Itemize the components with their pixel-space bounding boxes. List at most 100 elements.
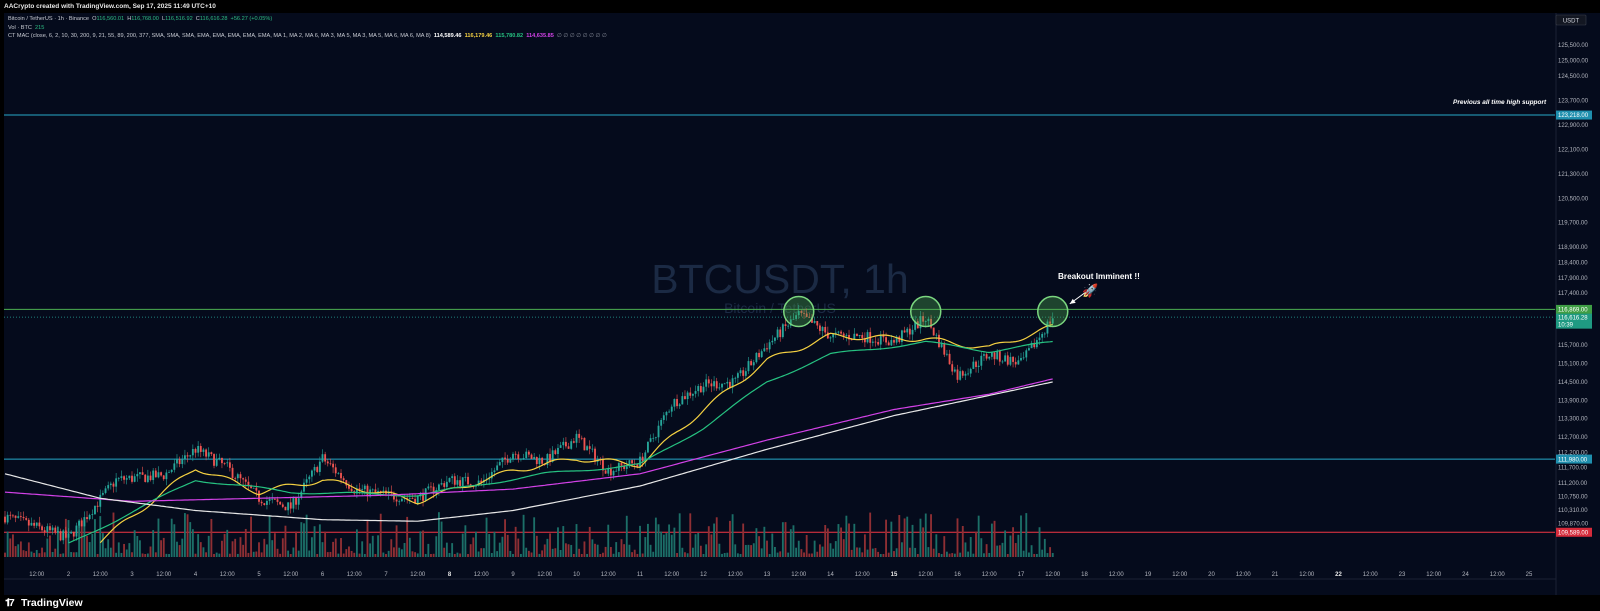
- candle[interactable]: [371, 489, 374, 491]
- candle[interactable]: [459, 480, 462, 486]
- candle[interactable]: [710, 383, 713, 387]
- candle[interactable]: [691, 393, 694, 396]
- candle[interactable]: [729, 381, 731, 388]
- candle[interactable]: [131, 475, 133, 482]
- candle[interactable]: [821, 327, 824, 331]
- candle[interactable]: [411, 497, 414, 499]
- candle[interactable]: [321, 454, 324, 462]
- candle[interactable]: [467, 476, 469, 485]
- candle[interactable]: [570, 441, 573, 449]
- candle[interactable]: [1051, 318, 1054, 324]
- candle[interactable]: [890, 340, 893, 346]
- candle[interactable]: [305, 479, 308, 483]
- candle[interactable]: [736, 373, 739, 378]
- candle[interactable]: [250, 485, 252, 489]
- candle[interactable]: [795, 315, 798, 319]
- candle[interactable]: [742, 370, 745, 376]
- candle[interactable]: [763, 348, 766, 352]
- candle[interactable]: [300, 491, 303, 499]
- candle[interactable]: [162, 475, 165, 480]
- candle[interactable]: [109, 483, 112, 486]
- candle[interactable]: [840, 331, 843, 334]
- candle[interactable]: [744, 371, 747, 376]
- candle[interactable]: [665, 412, 668, 416]
- candle[interactable]: [189, 455, 192, 457]
- candle[interactable]: [358, 488, 361, 491]
- candle[interactable]: [985, 354, 988, 359]
- candle[interactable]: [104, 488, 107, 493]
- candle[interactable]: [17, 516, 20, 518]
- candle[interactable]: [758, 352, 760, 358]
- candle[interactable]: [681, 396, 684, 405]
- candle[interactable]: [943, 343, 946, 355]
- candle[interactable]: [818, 325, 821, 331]
- candle[interactable]: [1033, 342, 1036, 348]
- candle[interactable]: [445, 481, 448, 487]
- candle[interactable]: [517, 454, 520, 460]
- candle[interactable]: [202, 449, 205, 452]
- candle[interactable]: [117, 477, 120, 479]
- candle[interactable]: [938, 334, 940, 348]
- candle[interactable]: [644, 452, 647, 462]
- candle[interactable]: [787, 325, 790, 327]
- candle[interactable]: [157, 472, 160, 478]
- candle[interactable]: [586, 446, 589, 451]
- candle[interactable]: [901, 330, 903, 342]
- candle[interactable]: [337, 472, 340, 474]
- candle[interactable]: [345, 480, 348, 486]
- candle[interactable]: [430, 486, 432, 488]
- candle[interactable]: [620, 462, 623, 466]
- candle[interactable]: [88, 514, 91, 520]
- candle[interactable]: [1030, 342, 1033, 349]
- candle[interactable]: [766, 348, 768, 350]
- candle[interactable]: [604, 470, 607, 474]
- candle[interactable]: [848, 334, 850, 340]
- candle[interactable]: [668, 411, 671, 413]
- candle[interactable]: [414, 498, 417, 504]
- candle[interactable]: [541, 457, 544, 464]
- candle[interactable]: [94, 505, 96, 515]
- candle[interactable]: [181, 459, 184, 465]
- candle[interactable]: [506, 459, 509, 463]
- candle[interactable]: [877, 341, 880, 345]
- candle[interactable]: [191, 449, 194, 456]
- candle[interactable]: [731, 378, 734, 388]
- candle[interactable]: [329, 463, 332, 465]
- candle[interactable]: [223, 463, 226, 464]
- candle[interactable]: [591, 448, 594, 450]
- candle[interactable]: [226, 462, 229, 464]
- candle[interactable]: [1004, 355, 1007, 362]
- candle[interactable]: [43, 530, 46, 532]
- candle[interactable]: [266, 500, 268, 505]
- candle[interactable]: [35, 522, 38, 526]
- candle[interactable]: [567, 446, 570, 449]
- candle[interactable]: [152, 470, 155, 481]
- resistance-test-circle[interactable]: [783, 295, 815, 328]
- candle[interactable]: [1020, 358, 1022, 361]
- candle[interactable]: [842, 333, 845, 336]
- candle[interactable]: [205, 449, 208, 457]
- candle[interactable]: [96, 505, 99, 507]
- candle[interactable]: [123, 476, 125, 480]
- candle[interactable]: [194, 449, 197, 453]
- candle[interactable]: [366, 485, 369, 497]
- candle[interactable]: [557, 447, 559, 454]
- mac-legend[interactable]: CT MAC (close, 6, 2, 10, 30, 200, 9, 21,…: [8, 33, 607, 39]
- candle[interactable]: [49, 526, 51, 531]
- candle[interactable]: [625, 466, 628, 469]
- candle[interactable]: [377, 490, 379, 493]
- candle[interactable]: [281, 504, 284, 507]
- candle[interactable]: [54, 527, 57, 533]
- candle[interactable]: [781, 324, 784, 338]
- candle[interactable]: [382, 490, 385, 493]
- candle[interactable]: [263, 503, 266, 505]
- candle[interactable]: [493, 470, 496, 472]
- candle[interactable]: [207, 452, 210, 457]
- candle[interactable]: [149, 475, 152, 481]
- candle[interactable]: [856, 333, 858, 337]
- candle[interactable]: [755, 352, 758, 363]
- candle[interactable]: [295, 497, 297, 505]
- candle[interactable]: [374, 489, 377, 493]
- candle[interactable]: [242, 478, 245, 480]
